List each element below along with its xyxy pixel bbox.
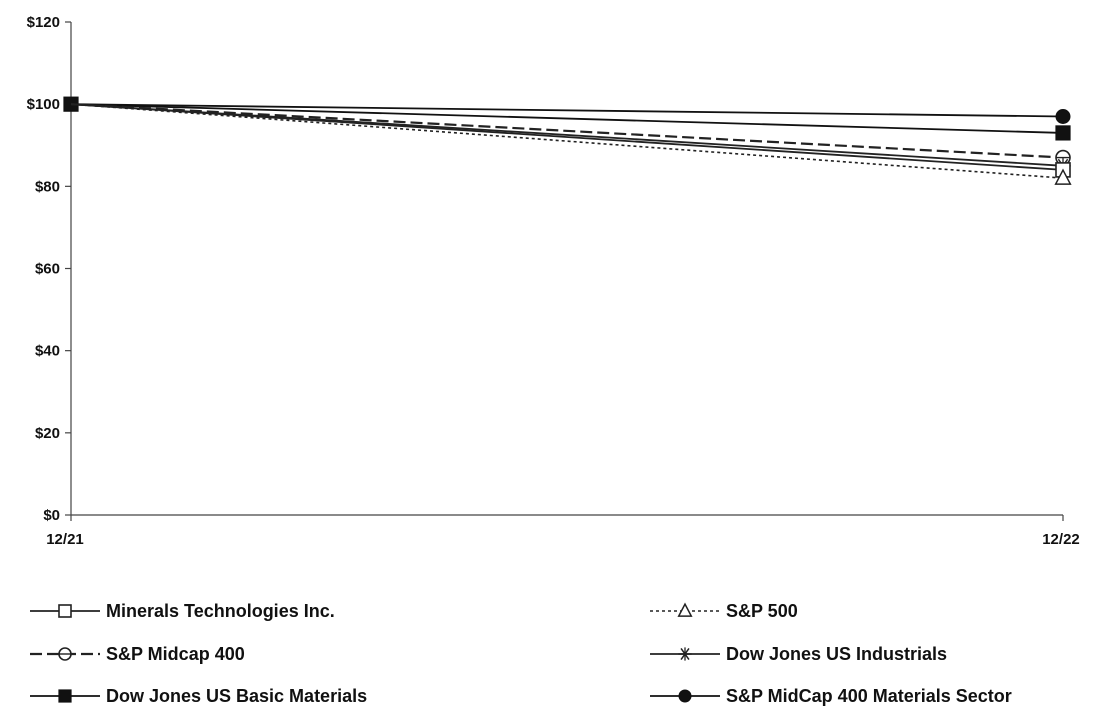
asterisk-marker	[678, 647, 692, 661]
open-circle-marker	[58, 647, 72, 661]
series-line	[70, 103, 1064, 118]
series-5	[70, 103, 1071, 124]
series-1	[70, 103, 1072, 185]
legend-item: S&P Midcap 400	[30, 644, 245, 664]
series-line	[70, 103, 1064, 134]
x-axis: 12/21 12/22	[46, 514, 1080, 548]
y-tick-label: $20	[35, 425, 60, 442]
legend-item: S&P MidCap 400 Materials Sector	[650, 686, 1012, 706]
y-axis: $0 $20 $40 $60 $80 $100 $120	[27, 14, 72, 524]
legend-item: S&P 500	[650, 601, 798, 621]
series-line	[70, 103, 1064, 159]
open-triangle-marker	[1054, 168, 1072, 185]
legend-label: Dow Jones US Basic Materials	[106, 686, 367, 706]
series-line	[70, 103, 1064, 171]
series-4	[63, 96, 1071, 141]
legend-label: S&P MidCap 400 Materials Sector	[726, 686, 1012, 706]
series-lines	[63, 96, 1072, 185]
legend-label: Dow Jones US Industrials	[726, 644, 947, 664]
filled-square-marker	[58, 689, 72, 703]
y-tick-label: $80	[35, 178, 60, 195]
y-tick-label: $40	[35, 343, 60, 360]
filled-square-marker	[1055, 125, 1071, 141]
x-tick-label: 12/21	[46, 531, 84, 548]
y-tick-label: $0	[43, 507, 60, 524]
legend-label: Minerals Technologies Inc.	[106, 601, 335, 621]
open-square-marker	[58, 604, 72, 618]
open-triangle-marker	[677, 602, 693, 617]
legend-label: S&P 500	[726, 601, 798, 621]
filled-circle-marker	[1055, 108, 1071, 124]
y-tick-label: $60	[35, 261, 60, 278]
legend-item: Dow Jones US Industrials	[650, 644, 947, 664]
x-tick-label: 12/22	[1042, 531, 1080, 548]
legend: Minerals Technologies Inc. S&P 500 S&P Mid…	[30, 601, 1012, 706]
filled-circle-marker	[678, 689, 692, 703]
y-tick-label: $100	[27, 96, 60, 113]
y-tick-label: $120	[27, 14, 60, 31]
legend-item: Minerals Technologies Inc.	[30, 601, 335, 621]
series-line	[70, 103, 1064, 179]
legend-item: Dow Jones US Basic Materials	[30, 686, 367, 706]
legend-label: S&P Midcap 400	[106, 644, 245, 664]
